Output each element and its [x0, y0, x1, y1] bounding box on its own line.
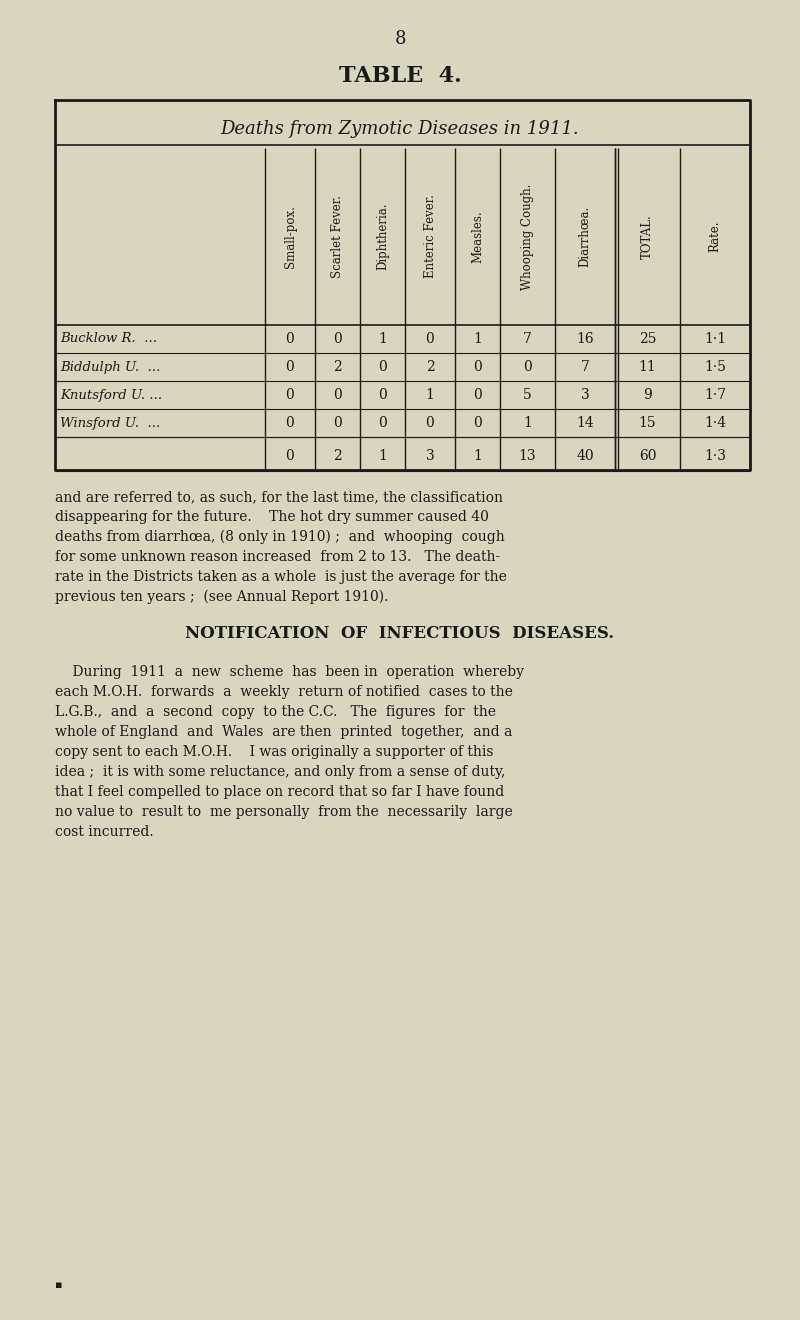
Text: 1·1: 1·1: [704, 333, 726, 346]
Text: 1: 1: [426, 388, 434, 403]
Text: Rate.: Rate.: [709, 220, 722, 252]
Text: 3: 3: [581, 388, 590, 403]
Text: 1: 1: [378, 449, 387, 463]
Text: 9: 9: [643, 388, 652, 403]
Text: deaths from diarrhœa, (8 only in 1910) ;  and  whooping  cough: deaths from diarrhœa, (8 only in 1910) ;…: [55, 531, 505, 544]
Text: 0: 0: [473, 388, 482, 403]
Text: 1: 1: [473, 333, 482, 346]
Text: Diphtheria.: Diphtheria.: [376, 203, 389, 271]
Text: 60: 60: [638, 449, 656, 463]
Text: Knutsford U. ...: Knutsford U. ...: [60, 388, 162, 401]
Text: each M.O.H.  forwards  a  weekly  return of notified  cases to the: each M.O.H. forwards a weekly return of …: [55, 685, 513, 700]
Text: 0: 0: [473, 360, 482, 374]
Text: Small-pox.: Small-pox.: [283, 205, 297, 268]
Text: NOTIFICATION  OF  INFECTIOUS  DISEASES.: NOTIFICATION OF INFECTIOUS DISEASES.: [186, 624, 614, 642]
Text: Winsford U.  ...: Winsford U. ...: [60, 417, 160, 429]
Text: 1·5: 1·5: [704, 360, 726, 374]
Text: 2: 2: [426, 360, 434, 374]
Text: 8: 8: [394, 30, 406, 48]
Text: 0: 0: [378, 416, 387, 430]
Text: Whooping Cough.: Whooping Cough.: [521, 183, 534, 289]
Text: Diarrhœa.: Diarrhœa.: [578, 206, 591, 267]
Text: 0: 0: [286, 416, 294, 430]
Text: no value to  result to  me personally  from the  necessarily  large: no value to result to me personally from…: [55, 805, 513, 818]
Text: that I feel compelled to place on record that so far I have found: that I feel compelled to place on record…: [55, 785, 504, 799]
Text: 0: 0: [333, 333, 342, 346]
Text: Scarlet Fever.: Scarlet Fever.: [331, 195, 344, 279]
Text: Biddulph U.  ...: Biddulph U. ...: [60, 360, 160, 374]
Text: 25: 25: [638, 333, 656, 346]
Text: TABLE  4.: TABLE 4.: [338, 65, 462, 87]
Text: 0: 0: [473, 416, 482, 430]
Text: 0: 0: [333, 416, 342, 430]
Text: 0: 0: [333, 388, 342, 403]
Text: disappearing for the future.    The hot dry summer caused 40: disappearing for the future. The hot dry…: [55, 510, 489, 524]
Text: 15: 15: [638, 416, 656, 430]
Text: 2: 2: [333, 360, 342, 374]
Text: 16: 16: [576, 333, 594, 346]
Text: 1: 1: [378, 333, 387, 346]
Text: 1·3: 1·3: [704, 449, 726, 463]
Text: During  1911  a  new  scheme  has  been in  operation  whereby: During 1911 a new scheme has been in ope…: [55, 665, 524, 678]
Text: 0: 0: [286, 449, 294, 463]
Text: 13: 13: [518, 449, 536, 463]
Text: ▪: ▪: [55, 1280, 62, 1290]
Text: Deaths from Zymotic Diseases in 1911.: Deaths from Zymotic Diseases in 1911.: [221, 120, 579, 139]
Text: 14: 14: [576, 416, 594, 430]
Text: 0: 0: [426, 333, 434, 346]
Text: whole of England  and  Wales  are then  printed  together,  and a: whole of England and Wales are then prin…: [55, 725, 512, 739]
Text: 0: 0: [426, 416, 434, 430]
Text: 0: 0: [286, 333, 294, 346]
Text: 5: 5: [523, 388, 532, 403]
Text: 40: 40: [576, 449, 594, 463]
Text: 1: 1: [523, 416, 532, 430]
Text: 0: 0: [523, 360, 532, 374]
Text: 7: 7: [523, 333, 532, 346]
Text: idea ;  it is with some reluctance, and only from a sense of duty,: idea ; it is with some reluctance, and o…: [55, 766, 506, 779]
Text: 3: 3: [426, 449, 434, 463]
Text: for some unknown reason increased  from 2 to 13.   The death-: for some unknown reason increased from 2…: [55, 550, 500, 564]
Text: rate in the Districts taken as a whole  is just the average for the: rate in the Districts taken as a whole i…: [55, 570, 507, 583]
Text: 0: 0: [286, 360, 294, 374]
Text: 7: 7: [581, 360, 590, 374]
Text: 1·4: 1·4: [704, 416, 726, 430]
Text: 1: 1: [473, 449, 482, 463]
Text: TOTAL.: TOTAL.: [641, 214, 654, 259]
Text: cost incurred.: cost incurred.: [55, 825, 154, 840]
Text: 0: 0: [378, 360, 387, 374]
Text: 0: 0: [286, 388, 294, 403]
Text: L.G.B.,  and  a  second  copy  to the C.C.   The  figures  for  the: L.G.B., and a second copy to the C.C. Th…: [55, 705, 496, 719]
Text: copy sent to each M.O.H.    I was originally a supporter of this: copy sent to each M.O.H. I was originall…: [55, 744, 494, 759]
Text: 11: 11: [638, 360, 656, 374]
Text: 2: 2: [333, 449, 342, 463]
Text: 0: 0: [378, 388, 387, 403]
Text: and are referred to, as such, for the last time, the classification: and are referred to, as such, for the la…: [55, 490, 503, 504]
Text: Bucklow R.  ...: Bucklow R. ...: [60, 333, 157, 346]
Text: Enteric Fever.: Enteric Fever.: [423, 194, 437, 279]
Text: 1·7: 1·7: [704, 388, 726, 403]
Text: previous ten years ;  (see Annual Report 1910).: previous ten years ; (see Annual Report …: [55, 590, 388, 605]
Text: Measles.: Measles.: [471, 210, 484, 263]
